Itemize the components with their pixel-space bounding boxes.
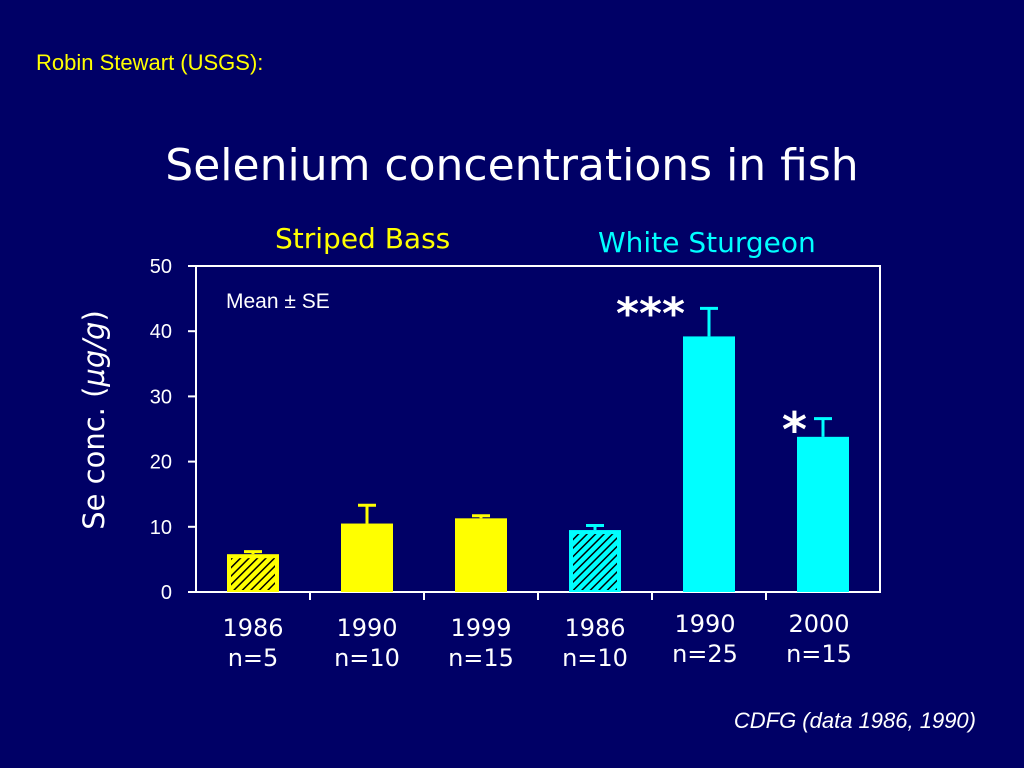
x-label-n: n=15	[786, 640, 852, 668]
significance-marker: *	[782, 403, 807, 459]
group-label-striped-bass: Striped Bass	[275, 222, 451, 255]
x-label-n: n=5	[228, 644, 279, 672]
bar-hatch	[573, 534, 617, 590]
bar-striped-bass-1999	[455, 518, 507, 592]
y-axis-label-prefix: Se conc. (	[77, 387, 111, 530]
y-tick-label: 50	[150, 256, 172, 278]
y-axis-label: Se conc. (µg/g)	[77, 310, 111, 530]
x-label-n: n=10	[334, 644, 400, 672]
y-tick-label: 0	[161, 582, 172, 604]
y-tick-label: 30	[150, 386, 172, 408]
x-label-year: 1990	[674, 610, 735, 638]
bar-striped-bass-1990	[341, 523, 393, 592]
x-label-n: n=10	[562, 644, 628, 672]
x-label-year: 1999	[450, 614, 511, 642]
y-tick-label: 40	[150, 321, 172, 343]
y-tick-label: 10	[150, 517, 172, 539]
bar-white-sturgeon-1990	[683, 336, 735, 592]
plot-area-frame	[195, 265, 881, 593]
y-tick-label: 20	[150, 452, 172, 474]
x-label-n: n=15	[448, 644, 514, 672]
significance-marker: ***	[616, 288, 685, 339]
group-label-white-sturgeon: White Sturgeon	[598, 226, 816, 259]
data-source-note: CDFG (data 1986, 1990)	[733, 708, 976, 733]
y-axis-label-suffix: )	[77, 310, 111, 321]
x-label-year: 2000	[788, 610, 849, 638]
x-label-year: 1986	[222, 614, 283, 642]
bar-hatch	[231, 558, 275, 590]
chart-title: Selenium concentrations in fish	[165, 140, 859, 191]
bar-white-sturgeon-2000	[797, 436, 849, 592]
x-label-year: 1986	[564, 614, 625, 642]
x-label-n: n=25	[672, 640, 738, 668]
y-axis-label-unit: µg/g	[77, 322, 111, 388]
x-label-year: 1990	[336, 614, 397, 642]
mean-se-annotation: Mean ± SE	[226, 290, 330, 313]
credit-text: Robin Stewart (USGS):	[36, 50, 264, 75]
